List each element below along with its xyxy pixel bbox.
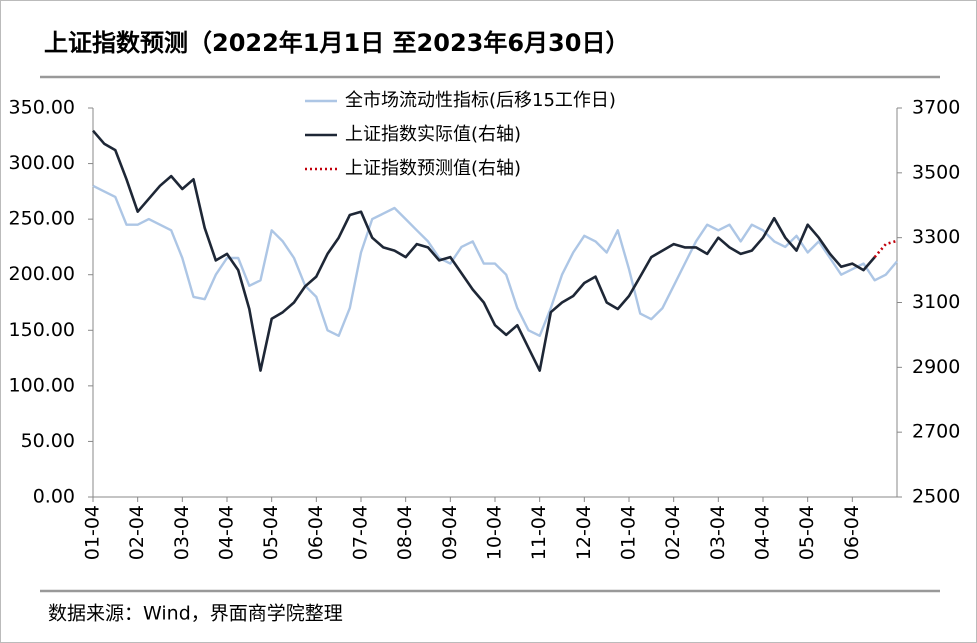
series-line: [92, 129, 876, 372]
x-tick-label: 12-04: [573, 505, 595, 560]
x-tick-label: 06-04: [305, 505, 327, 560]
y2-tick-label: 2900: [912, 356, 960, 378]
source: 数据来源：Wind，界面商学院整理: [48, 603, 343, 625]
x-tick-label: 04-04: [216, 505, 238, 560]
y2-tick-label: 3700: [912, 97, 960, 119]
x-tick-label: 08-04: [394, 505, 416, 560]
y2-tick-label: 3500: [912, 161, 960, 183]
y-tick-label: 100.00: [9, 374, 75, 396]
x-tick-label: 03-04: [707, 505, 729, 560]
y-tick-label: 0.00: [33, 486, 75, 508]
x-tick-label: 01-04: [82, 505, 104, 560]
x-tick-label: 07-04: [350, 505, 372, 560]
series-line: [873, 239, 898, 258]
y-tick-label: 250.00: [9, 208, 75, 230]
y-tick-label: 150.00: [9, 319, 75, 341]
x-tick-label: 02-04: [662, 505, 684, 560]
x-tick-label: 05-04: [260, 505, 282, 560]
x-tick-label: 02-04: [126, 505, 148, 560]
y-tick-label: 300.00: [9, 152, 75, 174]
y2-tick-label: 3100: [912, 291, 960, 313]
x-tick-label: 11-04: [528, 505, 550, 560]
y2-tick-label: 2700: [912, 421, 960, 443]
legend-label: 全市场流动性指标(后移15工作日): [345, 90, 616, 111]
series-line: [92, 184, 898, 337]
x-tick-label: 04-04: [752, 505, 774, 560]
y-tick-label: 350.00: [9, 97, 75, 119]
x-tick-label: 03-04: [171, 505, 193, 560]
y-tick-label: 200.00: [9, 263, 75, 285]
legend-label: 上证指数预测值(右轴): [345, 158, 521, 179]
x-tick-label: 05-04: [796, 505, 818, 560]
x-tick-label: 06-04: [841, 505, 863, 560]
y-tick-label: 50.00: [21, 430, 75, 452]
x-tick-label: 09-04: [439, 505, 461, 560]
legend-label: 上证指数实际值(右轴): [345, 124, 521, 145]
y2-tick-label: 2500: [912, 486, 960, 508]
y2-tick-label: 3300: [912, 226, 960, 248]
x-tick-label: 10-04: [484, 505, 506, 560]
chart-title: 上证指数预测（2022年1月1日 至2023年6月30日）: [44, 29, 629, 57]
x-tick-label: 01-04: [618, 505, 640, 560]
